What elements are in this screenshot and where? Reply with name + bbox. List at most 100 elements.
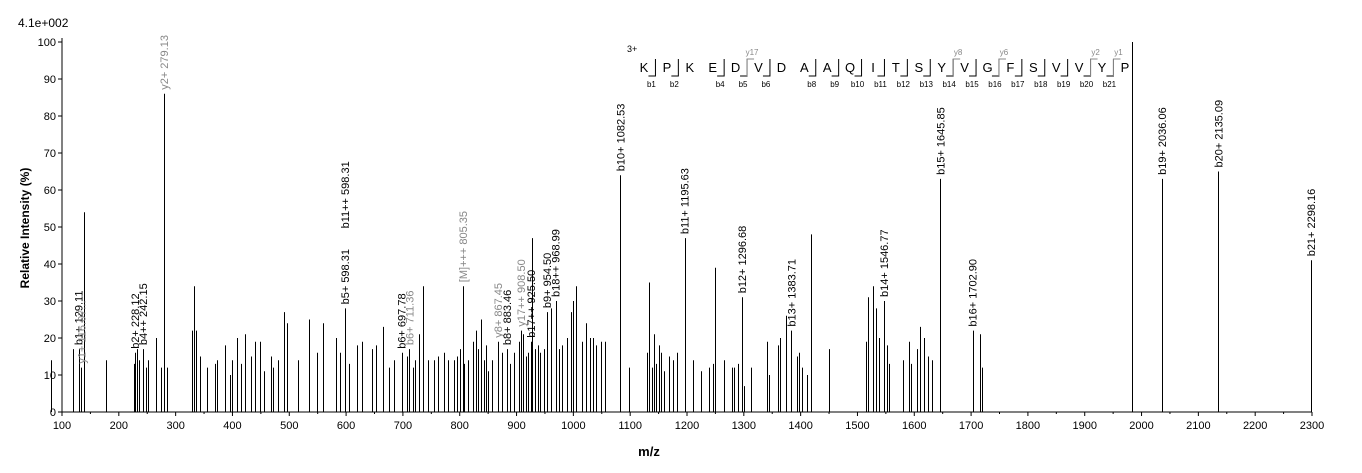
x-tick-label: 1600 — [902, 420, 926, 432]
b-ion-label: b19 — [1057, 80, 1071, 89]
y-tick-label: 60 — [44, 185, 56, 197]
sequence-residue: K — [640, 60, 649, 75]
b-ion-label: b13 — [920, 80, 934, 89]
x-tick-label: 1200 — [675, 420, 699, 432]
sequence-residue: D — [777, 60, 786, 75]
x-axis-title: m/z — [638, 444, 660, 459]
x-tick-label: 100 — [53, 420, 71, 432]
peak-annotation: b10+ 1082.53 — [615, 104, 627, 172]
peak-annotation: b14+ 1546.77 — [879, 229, 891, 297]
sequence-residue: G — [982, 60, 992, 75]
x-tick-label: 400 — [223, 420, 241, 432]
sequence-residue: V — [1052, 60, 1061, 75]
b-ion-bracket — [808, 59, 817, 77]
b-ion-bracket — [854, 59, 863, 77]
b-ion-label: b16 — [988, 80, 1002, 89]
b-ion-bracket — [648, 59, 656, 77]
peak-annotation: b19+ 2036.06 — [1157, 107, 1169, 175]
x-tick-label: 1500 — [845, 420, 869, 432]
b-ion-bracket — [1037, 59, 1046, 77]
x-tick-label: 200 — [110, 420, 128, 432]
x-tick-label: 2300 — [1300, 420, 1324, 432]
b-ion-bracket — [831, 59, 840, 77]
b-ion-bracket — [671, 59, 679, 77]
sequence-residue: A — [800, 60, 809, 75]
b-ion-label: b17 — [1011, 80, 1025, 89]
b-ion-label: b15 — [965, 80, 979, 89]
b-ion-bracket — [1083, 59, 1092, 77]
b-ion-label: b18 — [1034, 80, 1048, 89]
x-tick-label: 1700 — [959, 420, 983, 432]
b-ion-label: b10 — [851, 80, 865, 89]
sequence-residue: A — [823, 60, 832, 75]
y-tick-label: 100 — [38, 37, 56, 49]
sequence-residue: K — [685, 60, 694, 75]
sequence-residue: S — [914, 60, 923, 75]
peak-annotation: b18++ 968.99 — [551, 229, 563, 297]
x-tick-label: 1400 — [788, 420, 812, 432]
y-ion-label: y17 — [746, 48, 759, 57]
peak-annotation: b6+ 711.36 — [404, 291, 416, 346]
x-tick-label: 2100 — [1186, 420, 1210, 432]
b-ion-bracket — [923, 59, 931, 77]
sequence-map: 3+K P K E D V D A A Q I T S Y V G F S V V Y Pb1 b2 b4 b5 b6 b8 b9 b1… — [627, 44, 1129, 89]
y-ion-label: y1 — [1114, 48, 1123, 57]
y-tick-label: 70 — [44, 148, 56, 160]
b-ion-bracket — [1060, 59, 1069, 77]
peak-annotation: b2+ 228.12 — [130, 293, 142, 348]
y-tick-label: 90 — [44, 74, 56, 86]
sequence-residue: S — [1029, 60, 1038, 75]
b-ion-bracket — [717, 59, 725, 77]
y-tick-label: 10 — [44, 370, 56, 382]
b-ion-label: b6 — [761, 80, 770, 89]
x-tick-label: 600 — [337, 420, 355, 432]
x-tick-label: 1000 — [561, 420, 585, 432]
sequence-residue: Y — [937, 60, 946, 75]
b-ion-label: b14 — [942, 80, 956, 89]
y-ion-label: y6 — [1000, 48, 1009, 57]
b-ion-bracket — [991, 59, 1000, 77]
peak-annotation: b5+ 598.31 — [340, 249, 352, 304]
x-tick-label: 700 — [394, 420, 412, 432]
peaks-group — [51, 42, 1312, 412]
x-tick-label: 800 — [451, 420, 469, 432]
peak-annotation: b4++ 242.15 — [138, 283, 150, 345]
sequence-residue: F — [1006, 60, 1014, 75]
peak-annotation: b16+ 1702.90 — [968, 259, 980, 327]
y-tick-label: 20 — [44, 333, 56, 345]
peak-annotation: b1+ 129.11 — [74, 291, 86, 346]
sequence-residue: Y — [1098, 60, 1107, 75]
b-ion-bracket — [1106, 59, 1114, 77]
y-ion-bracket — [952, 58, 961, 76]
peak-annotation: b17++ 925.50 — [526, 270, 538, 338]
peak-annotation: b15+ 1645.85 — [935, 107, 947, 175]
y-tick-label: 40 — [44, 259, 56, 271]
peak-annotation: b13+ 1383.71 — [786, 259, 798, 327]
y-tick-label: 50 — [44, 222, 56, 234]
y-ion-bracket — [1112, 58, 1121, 76]
b-ion-bracket — [762, 59, 771, 77]
b-ion-bracket — [900, 59, 908, 77]
x-tick-label: 1900 — [1072, 420, 1096, 432]
peak-annotation: b12+ 1296.68 — [737, 226, 749, 294]
sequence-residue: Q — [845, 60, 855, 75]
sequence-charge-label: 3+ — [627, 44, 637, 54]
sequence-residue: V — [754, 60, 763, 75]
x-tick-label: 1100 — [618, 420, 642, 432]
peak-annotation: b8+ 883.46 — [502, 290, 514, 345]
sequence-residue: V — [1075, 60, 1084, 75]
peak-annotation: y2+ 279.13 — [159, 35, 171, 90]
sequence-residue: I — [871, 60, 875, 75]
b-ion-bracket — [946, 59, 954, 77]
y-tick-label: 80 — [44, 111, 56, 123]
x-tick-label: 2000 — [1129, 420, 1153, 432]
b-ion-label: b11 — [874, 80, 887, 89]
sequence-residue: P — [1121, 60, 1130, 75]
y-ion-bracket — [998, 58, 1006, 76]
x-tick-label: 900 — [507, 420, 525, 432]
y-axis: 0 10 20 30 40 50 60 70 80 90 100 — [38, 37, 63, 419]
b-ion-bracket — [969, 59, 977, 77]
x-tick-label: 1300 — [732, 420, 756, 432]
b-ion-bracket — [1014, 59, 1023, 77]
